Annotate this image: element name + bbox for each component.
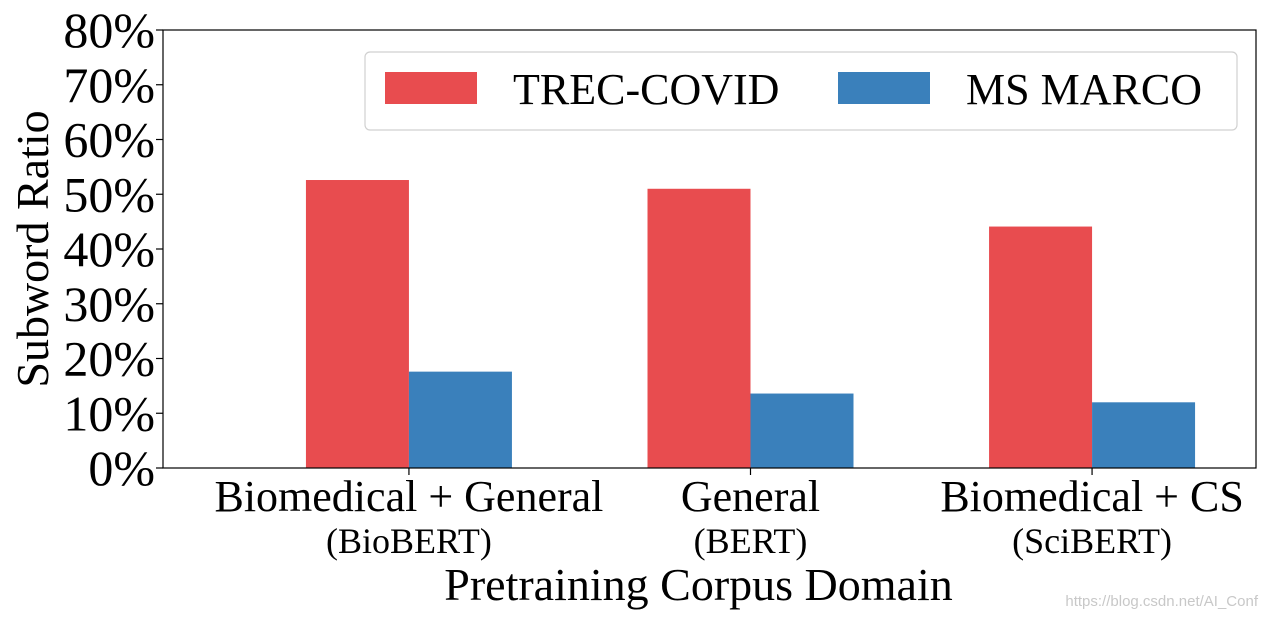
watermark-text: https://blog.csdn.net/AI_Conf <box>1065 593 1258 610</box>
bar-ms-marco-2 <box>1092 402 1196 468</box>
legend-swatch-ms-marco <box>838 72 930 104</box>
y-tick-label: 50% <box>63 166 155 222</box>
y-axis-label: Subword Ratio <box>7 110 58 387</box>
x-tick-sublabel: (BioBERT) <box>326 521 492 561</box>
legend: TREC-COVID MS MARCO <box>364 51 1238 131</box>
x-axis-ticks: Biomedical + General(BioBERT) General(BER… <box>214 468 1244 561</box>
x-tick-label: General <box>681 472 820 521</box>
x-axis-label: Pretraining Corpus Domain <box>444 559 953 610</box>
y-tick-label: 20% <box>63 331 155 387</box>
legend-swatch-trec-covid <box>385 72 477 104</box>
bar-ms-marco-0 <box>408 371 512 468</box>
bars-group <box>305 180 1196 468</box>
plot-frame <box>162 29 1257 469</box>
x-tick-label: Biomedical + CS <box>940 472 1243 521</box>
y-axis-ticks: 0%10%20%30%40%50%60%70%80% <box>63 2 163 496</box>
legend-box <box>364 51 1238 131</box>
y-tick-label: 70% <box>63 57 155 113</box>
x-tick-label: Biomedical + General <box>214 472 603 521</box>
y-tick-label: 40% <box>63 221 155 277</box>
x-tick-sublabel: (SciBERT) <box>1012 521 1172 561</box>
bar-ms-marco-1 <box>750 393 854 468</box>
bar-trec-covid-1 <box>647 188 751 468</box>
legend-label-ms-marco: MS MARCO <box>966 65 1202 114</box>
y-tick-label: 30% <box>63 276 155 332</box>
legend-label-trec-covid: TREC-COVID <box>513 65 779 114</box>
y-tick-label: 60% <box>63 112 155 168</box>
bar-trec-covid-2 <box>989 226 1093 468</box>
y-tick-label: 10% <box>63 385 155 441</box>
bar-trec-covid-0 <box>305 180 409 468</box>
x-tick-sublabel: (BERT) <box>694 521 808 561</box>
y-tick-label: 0% <box>88 440 155 496</box>
y-tick-label: 80% <box>63 2 155 58</box>
